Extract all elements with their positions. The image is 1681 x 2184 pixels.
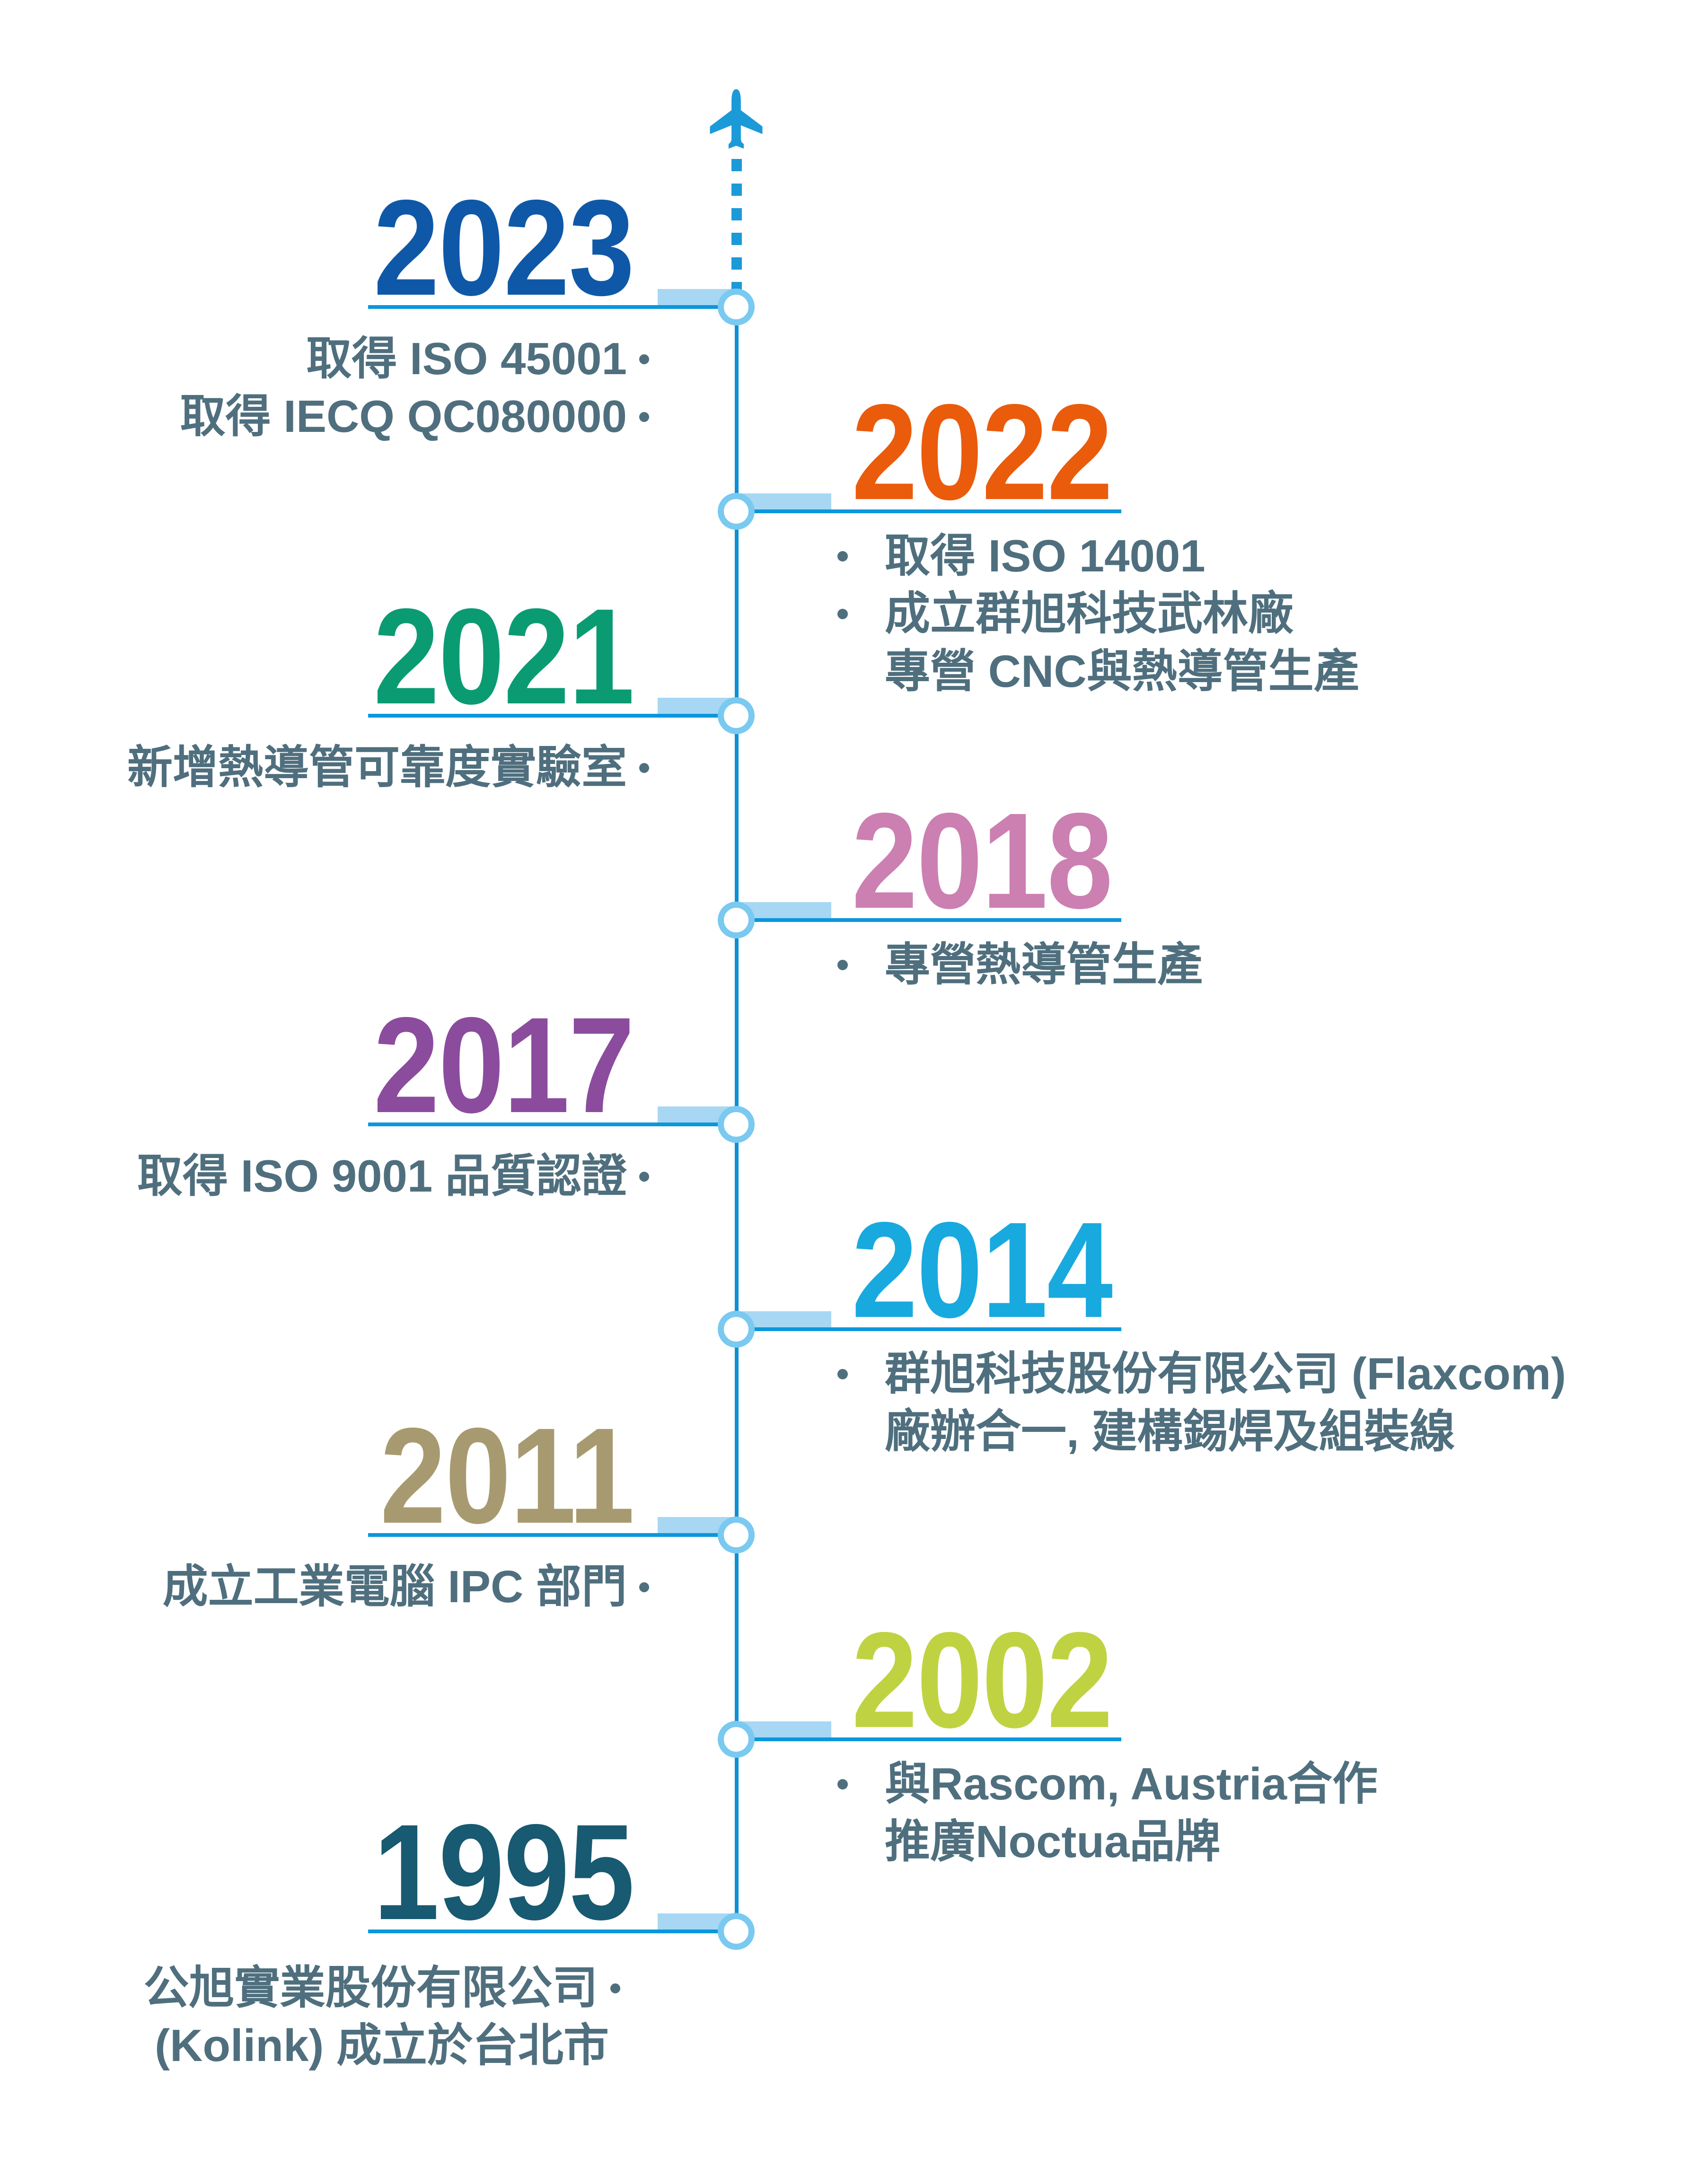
milestone-text-continuation: 廠辦合一, 建構錫焊及組裝線 — [885, 1406, 1455, 1457]
underline-2002 — [737, 1737, 1121, 1741]
trail-dash-icon — [731, 233, 742, 245]
year-text: 2011 — [380, 1400, 634, 1552]
bullet-icon — [837, 551, 848, 561]
year-label-1995: 1995 — [334, 1796, 635, 1948]
trailing-dot-icon — [639, 763, 649, 773]
milestone-text: 公旭實業股份有限公司 — [143, 1963, 598, 2013]
milestone-1995-description: 公旭實業股份有限公司 (Kolink) 成立於台北市 — [22, 1959, 741, 2075]
underline-2021 — [368, 714, 736, 718]
airplane-icon — [710, 89, 763, 149]
trailing-dot-icon — [610, 1983, 620, 1993]
underline-2017 — [368, 1123, 736, 1126]
underline-2018 — [737, 918, 1121, 922]
underline-2011 — [368, 1533, 736, 1537]
timeline-node-2021 — [718, 697, 755, 734]
trailing-dot-icon — [639, 354, 649, 364]
underline-2023 — [368, 305, 736, 309]
milestone-text: 成立群旭科技武林廠 — [885, 588, 1294, 639]
milestone-text: (Kolink) 成立於台北市 — [155, 2020, 609, 2071]
year-text: 2002 — [852, 1604, 1113, 1756]
milestone-2018-description: 專營熱導管生產 — [826, 936, 1203, 994]
year-label-2023: 2023 — [334, 172, 635, 324]
milestone-text-continuation: 專營 CNC與熱導管生產 — [885, 646, 1359, 697]
underline-2014 — [737, 1327, 1121, 1331]
milestone-text: 新增熱導管可靠度實驗室 — [127, 742, 627, 793]
milestone-2017-description: 取得 ISO 9001 品質認證 — [137, 1148, 649, 1205]
bullet-icon — [837, 1779, 848, 1789]
trail-dash-icon — [731, 257, 742, 270]
year-text: 1995 — [373, 1796, 635, 1948]
bullet-icon — [837, 960, 848, 970]
bullet-icon — [837, 609, 848, 619]
timeline-node-2002 — [718, 1721, 755, 1758]
underline-1995 — [368, 1930, 736, 1933]
trail-dash-icon — [731, 208, 742, 220]
milestone-text: 取得 IECQ QC080000 — [180, 391, 627, 442]
year-label-2014: 2014 — [852, 1202, 1151, 1338]
milestone-text-continuation: 推廣Noctua品牌 — [885, 1816, 1221, 1867]
year-label-2002: 2002 — [852, 1612, 1151, 1748]
milestone-text: 取得 ISO 14001 — [885, 531, 1206, 581]
trailing-dot-icon — [639, 1582, 649, 1592]
timeline-node-2014 — [718, 1311, 755, 1348]
milestone-text: 取得 ISO 45001 — [306, 333, 627, 384]
year-label-2011: 2011 — [342, 1408, 634, 1544]
year-text: 2022 — [852, 376, 1113, 528]
year-label-2017: 2017 — [334, 989, 635, 1141]
milestone-2014-description: 群旭科技股份有限公司 (Flaxcom) 廠辦合一, 建構錫焊及組裝線 — [826, 1345, 1566, 1461]
trailing-dot-icon — [639, 1171, 649, 1182]
milestone-text: 與Rascom, Austria合作 — [885, 1759, 1378, 1809]
year-label-2021: 2021 — [334, 580, 635, 733]
timeline-node-1995 — [718, 1913, 755, 1950]
milestone-2023-description: 取得 ISO 45001 取得 IECQ QC080000 — [180, 330, 649, 446]
trail-dash-icon — [731, 159, 742, 171]
underline-2022 — [737, 509, 1121, 513]
milestone-text: 成立工業電腦 IPC 部門 — [162, 1561, 627, 1612]
year-label-2018: 2018 — [852, 793, 1151, 929]
year-text: 2023 — [373, 172, 635, 324]
year-text: 2014 — [852, 1194, 1113, 1346]
milestone-text: 群旭科技股份有限公司 (Flaxcom) — [885, 1349, 1567, 1399]
year-text: 2018 — [852, 785, 1113, 937]
milestone-text: 取得 ISO 9001 品質認證 — [137, 1151, 627, 1202]
milestone-2021-description: 新增熱導管可靠度實驗室 — [127, 739, 649, 797]
year-text: 2021 — [373, 580, 635, 733]
year-label-2022: 2022 — [852, 384, 1151, 520]
timeline-node-2017 — [718, 1106, 755, 1143]
milestone-2022-description: 取得 ISO 14001 成立群旭科技武林廠 專營 CNC與熱導管生產 — [826, 527, 1359, 701]
trailing-dot-icon — [639, 412, 649, 422]
milestone-text: 專營熱導管生產 — [885, 939, 1203, 990]
year-text: 2017 — [373, 989, 635, 1141]
timeline-node-2023 — [718, 289, 755, 325]
milestone-2011-description: 成立工業電腦 IPC 部門 — [163, 1558, 649, 1616]
timeline-node-2011 — [718, 1517, 755, 1553]
timeline-node-2018 — [718, 902, 755, 939]
trail-dash-icon — [731, 184, 742, 196]
milestone-2002-description: 與Rascom, Austria合作 推廣Noctua品牌 — [826, 1755, 1378, 1871]
timeline-node-2022 — [718, 493, 755, 530]
bullet-icon — [837, 1369, 848, 1379]
